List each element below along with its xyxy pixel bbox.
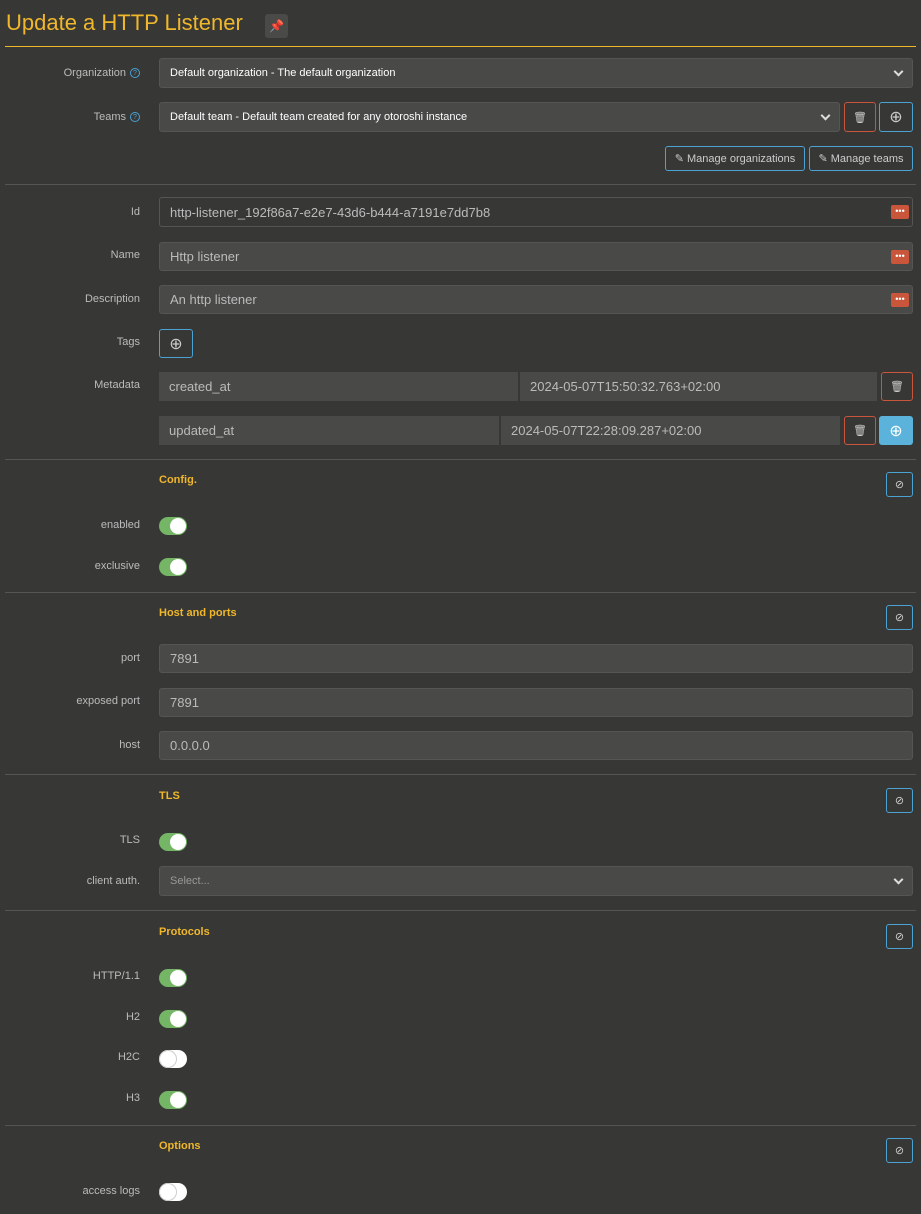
- host-input[interactable]: 0.0.0.0: [159, 731, 913, 760]
- plus-circle-icon: ⊕: [169, 335, 183, 353]
- manage-organizations-button[interactable]: ✎ Manage organizations: [665, 146, 805, 171]
- h2-toggle[interactable]: [159, 1010, 187, 1028]
- id-label: Id: [130, 206, 140, 218]
- more-icon: •••: [891, 205, 909, 219]
- divider: [5, 774, 916, 775]
- organization-select[interactable]: Default organization - The default organ…: [159, 58, 913, 88]
- plus-circle-icon: ⊕: [889, 109, 903, 126]
- h3-label: H3: [125, 1092, 140, 1104]
- divider: [5, 910, 916, 911]
- access-logs-toggle[interactable]: [159, 1183, 187, 1201]
- h2c-label: H2C: [117, 1051, 140, 1063]
- divider: [5, 184, 916, 185]
- delete-team-button[interactable]: 🗑: [844, 102, 876, 132]
- client-auth-label: client auth.: [86, 875, 140, 887]
- add-team-button[interactable]: ⊕: [879, 102, 913, 132]
- pin-icon[interactable]: 📌: [265, 14, 288, 38]
- edit-icon: ✎: [818, 153, 831, 165]
- add-tag-button[interactable]: ⊕: [159, 329, 193, 358]
- enabled-toggle[interactable]: [159, 517, 187, 535]
- metadata-key-input[interactable]: created_at: [159, 372, 518, 401]
- description-label: Description: [84, 293, 140, 305]
- host-label: host: [119, 739, 140, 751]
- port-input[interactable]: 7891: [159, 644, 913, 673]
- eye-slash-icon: ⊘: [894, 931, 905, 943]
- exclusive-label: exclusive: [94, 560, 140, 572]
- section-title-config: Config.: [159, 474, 197, 486]
- eye-slash-icon: ⊘: [894, 612, 905, 624]
- metadata-label: Metadata: [94, 379, 140, 391]
- chevron-down-icon: [893, 66, 904, 77]
- toggle-section-button[interactable]: ⊘: [886, 924, 913, 949]
- plus-circle-icon: ⊕: [889, 422, 903, 440]
- name-label: Name: [110, 249, 140, 261]
- description-input[interactable]: An http listener •••: [159, 285, 913, 314]
- help-icon: ?: [130, 112, 140, 122]
- eye-slash-icon: ⊘: [894, 479, 905, 491]
- h3-toggle[interactable]: [159, 1091, 187, 1109]
- teams-select[interactable]: Default team - Default team created for …: [159, 102, 840, 132]
- trash-icon: 🗑: [853, 425, 867, 437]
- h2c-toggle[interactable]: [159, 1050, 187, 1068]
- toggle-section-button[interactable]: ⊘: [886, 788, 913, 813]
- tls-label: TLS: [119, 834, 140, 846]
- help-icon: ?: [130, 68, 140, 78]
- divider: [5, 459, 916, 460]
- organization-label: Organization?: [0, 67, 140, 79]
- enabled-label: enabled: [100, 519, 140, 531]
- toggle-section-button[interactable]: ⊘: [886, 605, 913, 630]
- chevron-down-icon: [820, 110, 831, 121]
- name-input[interactable]: Http listener •••: [159, 242, 913, 271]
- exposed-port-label: exposed port: [76, 695, 140, 707]
- exclusive-toggle[interactable]: [159, 558, 187, 576]
- manage-teams-button[interactable]: ✎ Manage teams: [809, 146, 913, 171]
- chevron-down-icon: [893, 874, 904, 885]
- section-title-tls: TLS: [159, 790, 180, 802]
- divider: [5, 1125, 916, 1126]
- toggle-section-button[interactable]: ⊘: [886, 1138, 913, 1163]
- tls-toggle[interactable]: [159, 833, 187, 851]
- section-title-protocols: Protocols: [159, 926, 210, 938]
- delete-metadata-button[interactable]: 🗑: [881, 372, 913, 401]
- edit-icon: ✎: [674, 153, 688, 165]
- toggle-section-button[interactable]: ⊘: [886, 472, 913, 497]
- delete-metadata-button[interactable]: 🗑: [844, 416, 876, 445]
- exposed-port-input[interactable]: 7891: [159, 688, 913, 717]
- page-title: Update a HTTP Listener: [6, 10, 243, 35]
- http11-toggle[interactable]: [159, 969, 187, 987]
- metadata-value-input[interactable]: 2024-05-07T15:50:32.763+02:00: [520, 372, 877, 401]
- more-icon: •••: [891, 249, 909, 264]
- add-metadata-button[interactable]: ⊕: [879, 416, 913, 445]
- h2-label: H2: [125, 1011, 140, 1023]
- eye-slash-icon: ⊘: [894, 795, 905, 807]
- client-auth-select[interactable]: Select...: [159, 866, 913, 896]
- metadata-value-input[interactable]: 2024-05-07T22:28:09.287+02:00: [501, 416, 840, 445]
- tags-label: Tags: [116, 336, 140, 348]
- section-title-options: Options: [159, 1140, 201, 1152]
- section-title-host: Host and ports: [159, 607, 237, 619]
- divider: [5, 592, 916, 593]
- trash-icon: 🗑: [853, 111, 867, 124]
- access-logs-label: access logs: [82, 1185, 140, 1197]
- eye-slash-icon: ⊘: [894, 1145, 905, 1157]
- id-input[interactable]: http-listener_192f86a7-e2e7-43d6-b444-a7…: [159, 197, 913, 227]
- teams-label: Teams?: [0, 111, 140, 123]
- http11-label: HTTP/1.1: [92, 970, 140, 982]
- trash-icon: 🗑: [890, 381, 904, 393]
- port-label: port: [121, 652, 140, 664]
- more-icon: •••: [891, 292, 909, 307]
- title-underline: [5, 46, 916, 47]
- metadata-key-input[interactable]: updated_at: [159, 416, 499, 445]
